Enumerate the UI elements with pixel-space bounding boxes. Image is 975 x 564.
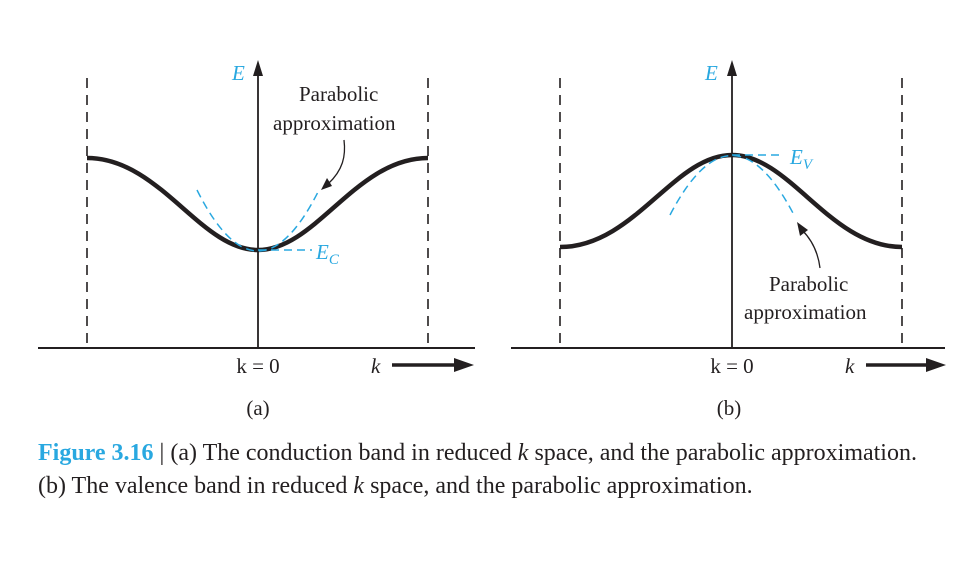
caption-text-3: space, and the parabolic approximation. [364, 473, 753, 499]
caption-k-2: k [353, 473, 365, 499]
panel-b-callout-line1: Parabolic [769, 272, 848, 296]
figure-caption: Figure 3.16 | (a) The conduction band in… [38, 437, 938, 503]
panel-a-band-edge-label: EC [315, 240, 340, 268]
panel-b-band-edge-label: EV [789, 145, 814, 173]
panel-a-parabolic-approximation [196, 189, 320, 252]
panel-a-callout-line1: Parabolic [299, 82, 378, 106]
panel-b-valence-band-curve [559, 152, 903, 250]
panel-b-sublabel: (b) [717, 396, 742, 420]
panel-a-callout-arrow [327, 139, 346, 185]
panel-b-parabolic-approximation [669, 155, 795, 216]
caption-separator: | [153, 440, 171, 466]
panel-a-callout-line2: approximation [273, 111, 396, 135]
panel-b-callout-arrow [801, 229, 821, 269]
panel-a-k-arrowhead [454, 358, 474, 372]
panel-b-k-arrowhead [926, 358, 946, 372]
panel-a-band-edge-subscript: C [329, 252, 340, 268]
panel-b-k-axis-label: k [845, 354, 855, 378]
panel-b-callout-line2: approximation [744, 300, 867, 324]
caption-k-1: k [517, 440, 529, 466]
caption-text-2: space, and the parabolic approximation. … [38, 440, 917, 499]
panel-a-energy-axis-arrowhead [253, 60, 263, 76]
figure-label: Figure 3.16 [38, 440, 154, 466]
panel-b-energy-axis-arrowhead [727, 60, 737, 76]
panel-a-k-axis-label: k [371, 354, 381, 378]
panel-a-callout-arrowhead [321, 178, 332, 190]
panel-b: E EV Parabolic approximation k = 0 k (b) [511, 60, 946, 420]
panel-b-energy-label: E [704, 61, 718, 85]
panel-b-band-edge-subscript: V [803, 157, 814, 173]
panel-a-sublabel: (a) [246, 396, 269, 420]
panel-b-k-zero-label: k = 0 [710, 354, 753, 378]
panel-a-energy-label: E [231, 61, 245, 85]
caption-text-1: (a) The conduction band in reduced [170, 440, 518, 466]
panel-a: E Parabolic approximation EC k = 0 k (a) [38, 60, 475, 420]
panel-b-callout-arrowhead [797, 222, 808, 236]
panel-a-k-zero-label: k = 0 [236, 354, 279, 378]
